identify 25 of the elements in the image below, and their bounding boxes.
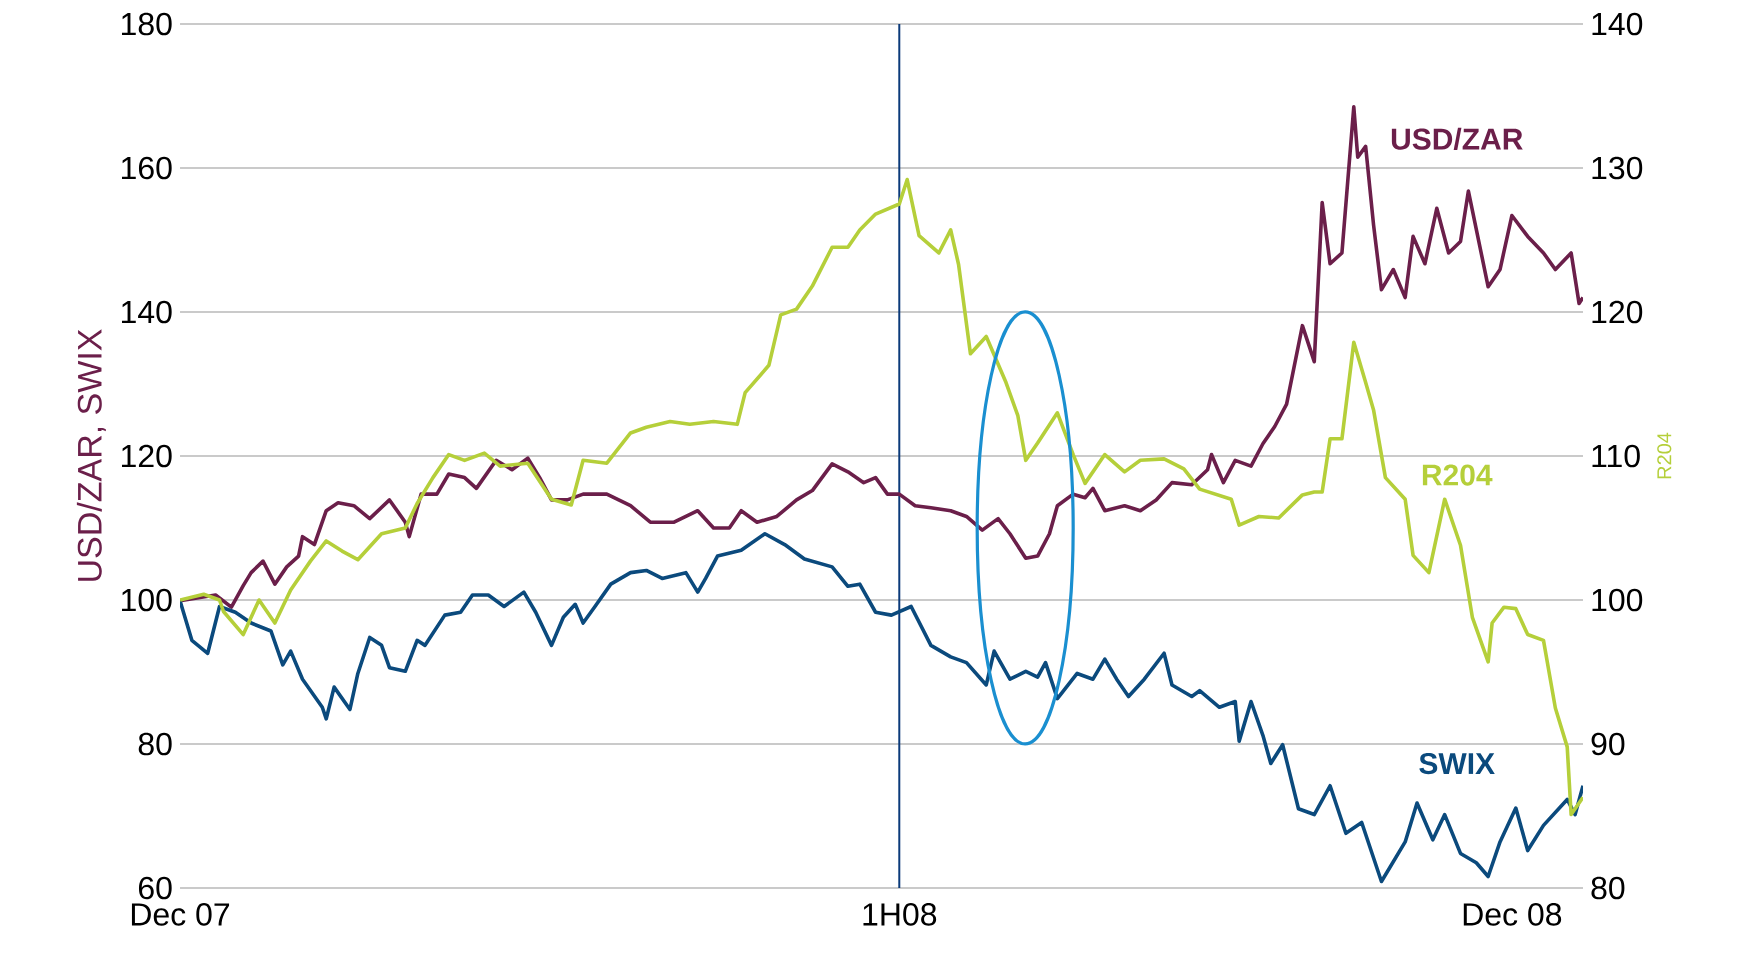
y2-tick-label: 100 [1592,588,1643,612]
x-tick-label: Dec 08 [1463,903,1562,926]
y2-tick-label: 80 [1591,876,1625,900]
y-tick-label: 120 [122,444,172,468]
series-label: USD/ZAR [1391,127,1523,151]
y2-tick-label: 110 [1592,444,1640,468]
y2-tick-label: 90 [1591,732,1625,756]
y-tick-label: 80 [138,732,172,756]
y-axis-title: USD/ZAR, SWIX [76,329,106,581]
line-series [180,177,1584,817]
y-tick-label: 160 [122,156,172,180]
series-label: SWIX [1419,752,1495,775]
x-tick-label: 1H08 [863,903,937,926]
line-series [180,531,1584,884]
line-series [180,105,1584,609]
y-tick-label: 140 [122,300,172,324]
y2-tick-label: 130 [1592,156,1643,180]
y2-axis-title: R204 [1657,432,1672,479]
y-tick-label: 100 [122,588,172,612]
x-tick-label: Dec 07 [131,903,230,926]
series-label: R204 [1422,464,1493,486]
y2-tick-label: 120 [1592,300,1643,324]
y-tick-label: 180 [122,12,172,36]
y-tick-label: 60 [138,876,172,900]
y2-tick-label: 140 [1592,12,1643,36]
